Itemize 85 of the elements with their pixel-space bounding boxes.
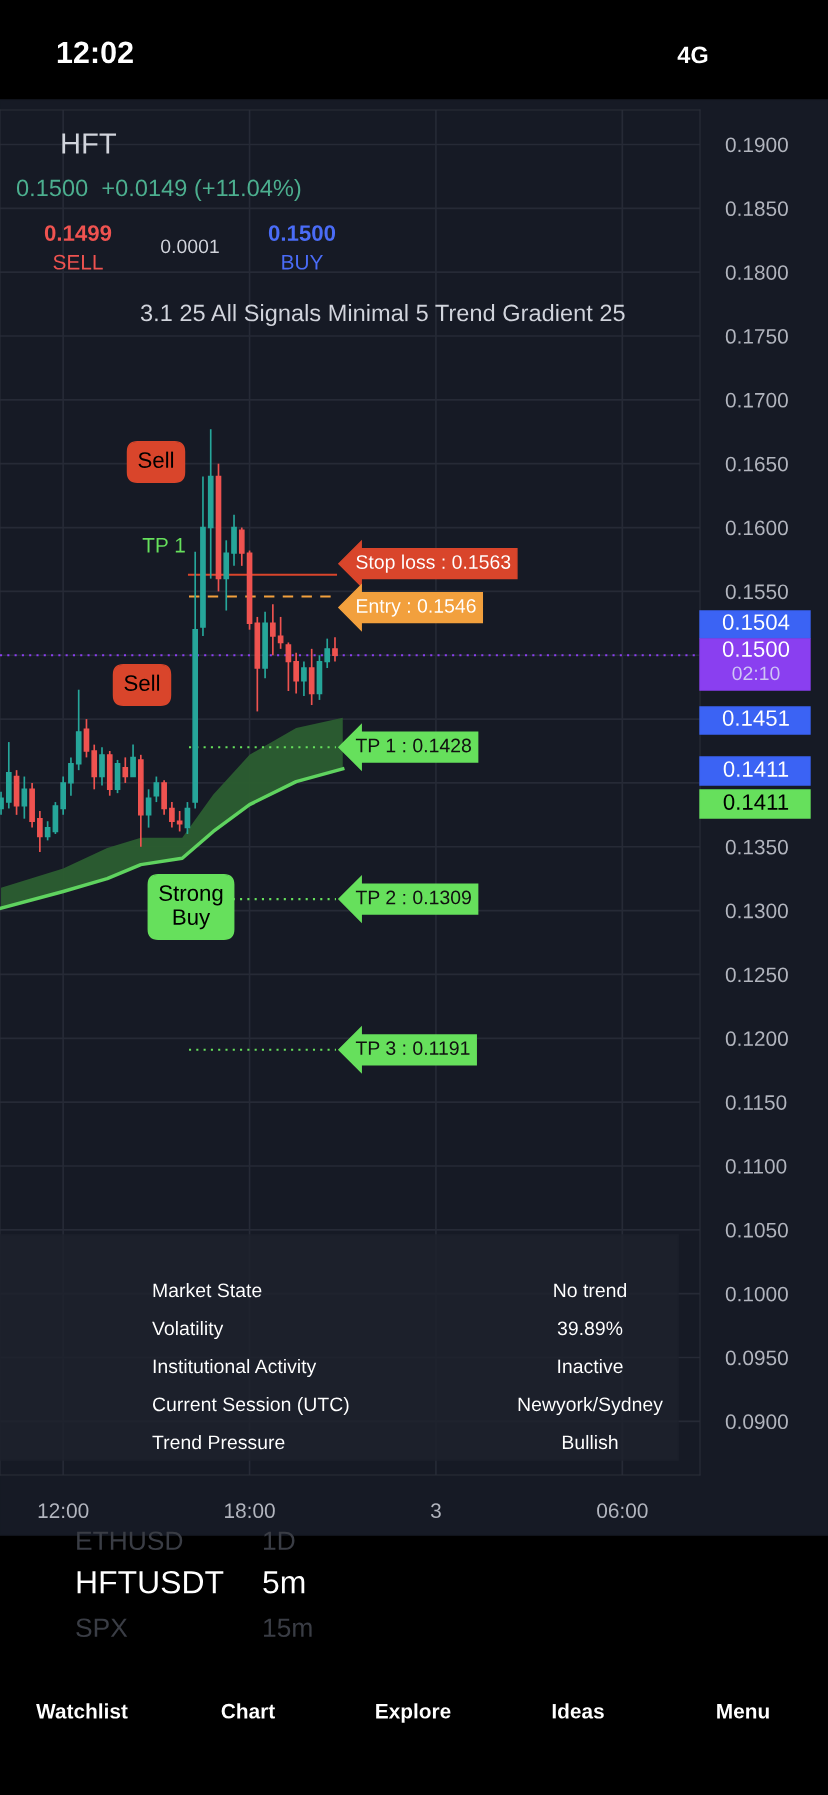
- text: 5m: [263, 1571, 305, 1594]
- text: Watchlist: [36, 1703, 128, 1719]
- y-tick-label: 0.1000: [725, 1286, 788, 1302]
- candlestick: [270, 603, 276, 657]
- annotation: 0.1499: [44, 225, 112, 241]
- candlestick: [130, 743, 136, 778]
- annotation: Volatility: [152, 1320, 224, 1340]
- y-tick-label: 0.1250: [725, 967, 788, 983]
- y-tick-label: 0.1900: [725, 137, 788, 153]
- candlestick: [285, 641, 292, 692]
- annotation: No trend: [554, 1282, 627, 1298]
- text: 4G: [677, 46, 708, 64]
- y-tick-label: 0.1100: [725, 1158, 787, 1174]
- y-tick-label: 0.1800: [725, 265, 788, 280]
- x-tick-label: 12:00: [38, 1503, 89, 1519]
- text: 12:02: [57, 41, 133, 64]
- annotation: 39.89%: [557, 1321, 623, 1336]
- annotation: BUY: [282, 255, 323, 270]
- annotation: Sell: [124, 674, 160, 691]
- annotation: Bullish: [562, 1434, 618, 1450]
- annotation: Strong Buy: [159, 885, 223, 930]
- text: 02:10: [732, 666, 780, 681]
- text: 0.1500 +0.0149 (+11.04%): [16, 178, 301, 201]
- annotation: Institutional Activity: [153, 1358, 317, 1378]
- y-tick-label: 0.1700: [725, 392, 788, 408]
- text: Ideas: [552, 1703, 604, 1719]
- text: 15m: [264, 1618, 312, 1638]
- ref-line-label: Entry : 0.1546: [357, 599, 476, 617]
- text: Chart: [221, 1703, 275, 1719]
- text: HFT: [62, 133, 117, 154]
- x-tick-label: 18:00: [225, 1503, 275, 1519]
- ref-line-label: Stop loss : 0.1563: [356, 554, 511, 573]
- y-tick-label: 0.1050: [725, 1222, 788, 1238]
- text: HFTUSDT: [77, 1570, 224, 1594]
- y-tick-label: 0.1200: [725, 1031, 788, 1047]
- candlestick: [332, 636, 338, 663]
- candlestick: [277, 616, 284, 650]
- text: ETHUSD: [77, 1531, 183, 1551]
- annotation: 0.0001: [161, 239, 219, 254]
- text: 1D: [264, 1531, 295, 1550]
- x-tick-label: 06:00: [597, 1503, 648, 1519]
- candlestick: [293, 651, 299, 695]
- candlestick: [324, 637, 331, 669]
- candlestick: [68, 756, 74, 797]
- text: 0.1500: [722, 641, 790, 657]
- y-tick-label: 0.1750: [725, 329, 788, 344]
- y-tick-label: 0.1350: [725, 839, 788, 855]
- annotation: Inactive: [558, 1358, 623, 1374]
- y-tick-label: 0.1550: [725, 584, 788, 600]
- text: SPX: [76, 1618, 128, 1638]
- candlestick: [21, 775, 28, 820]
- annotation: Trend Pressure: [152, 1434, 285, 1450]
- y-tick-label: 0.1150: [725, 1095, 787, 1110]
- annotation: 0.1500: [268, 225, 336, 241]
- annotation: SELL: [53, 254, 103, 270]
- y-tick-label: 0.1850: [725, 201, 788, 217]
- annotation: 3.1 25 All Signals Minimal 5 Trend Gradient 25: [140, 303, 625, 326]
- annotation: Current Session (UTC): [152, 1396, 349, 1416]
- candlestick: [153, 775, 160, 803]
- candlestick: [301, 660, 307, 697]
- ref-line-label: TP 2 : 0.1309: [355, 890, 471, 905]
- text: Explore: [376, 1703, 451, 1723]
- candlestick: [169, 801, 175, 829]
- ref-line-label: TP 3 : 0.1191: [355, 1041, 470, 1056]
- candlestick: [122, 756, 129, 784]
- y-tick-label: 0.1600: [725, 520, 788, 536]
- ref-line-label: TP 1 : 0.1428: [355, 738, 471, 753]
- text: 0.1451: [722, 710, 789, 726]
- text: 0.1411: [723, 761, 789, 777]
- annotation: Newyork/Sydney: [518, 1396, 663, 1416]
- y-tick-label: 0.1300: [725, 903, 788, 919]
- annotation: Sell: [138, 451, 174, 468]
- candlestick: [238, 526, 245, 567]
- y-tick-label: 0.1650: [725, 456, 788, 472]
- y-tick-label: 0.0900: [725, 1414, 788, 1430]
- y-tick-label: 0.0950: [725, 1350, 788, 1366]
- text: 0.1411: [723, 794, 789, 810]
- x-tick-label: 3: [430, 1503, 441, 1519]
- annotation: Market State: [153, 1282, 262, 1298]
- candlestick: [145, 788, 152, 829]
- candlestick: [99, 746, 105, 787]
- annotation: TP 1: [142, 538, 185, 553]
- text: Menu: [717, 1704, 769, 1719]
- candlestick: [37, 810, 43, 853]
- text: 0.1504: [722, 614, 790, 630]
